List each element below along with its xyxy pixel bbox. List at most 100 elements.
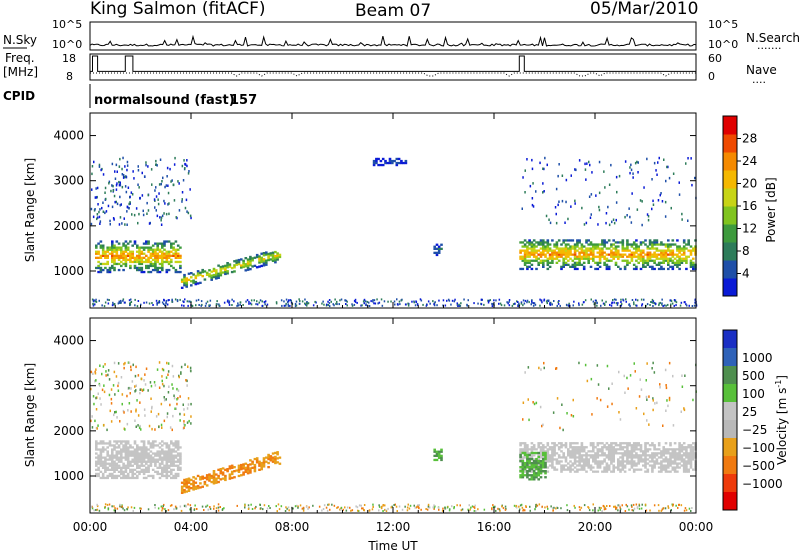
velocity-echo-cell bbox=[569, 444, 572, 447]
power-echo-cell bbox=[558, 200, 560, 203]
velocity-echo-cell bbox=[108, 456, 112, 459]
power-echo-cell bbox=[658, 304, 660, 307]
power-echo-cell bbox=[440, 247, 443, 250]
power-echo-cell bbox=[603, 251, 606, 254]
velocity-echo-cell bbox=[546, 452, 550, 455]
power-echo-cell bbox=[116, 182, 118, 185]
velocity-echo-cell bbox=[147, 468, 150, 471]
power-echo-cell bbox=[180, 278, 184, 281]
noise-right-tick-top: 10^5 bbox=[708, 18, 738, 31]
velocity-echo-cell bbox=[120, 452, 123, 455]
power-echo-cell bbox=[610, 163, 612, 167]
power-echo-cell bbox=[671, 267, 675, 271]
velocity-echo-cell bbox=[652, 397, 654, 400]
power-echo-cell bbox=[106, 260, 109, 264]
velocity-echo-cell bbox=[551, 450, 554, 453]
power-echo-cell bbox=[607, 239, 611, 242]
velocity-echo-cell bbox=[161, 458, 164, 461]
velocity-echo-cell bbox=[246, 468, 250, 471]
velocity-echo-cell bbox=[623, 460, 627, 463]
power-echo-cell bbox=[151, 183, 153, 186]
velocity-echo-cell bbox=[528, 456, 531, 459]
velocity-echo-cell bbox=[170, 472, 173, 476]
power-echo-cell bbox=[208, 273, 211, 276]
power-echo-cell bbox=[105, 197, 107, 201]
velocity-echo-cell bbox=[644, 450, 647, 453]
power-echo-cell bbox=[592, 300, 595, 303]
velocity-echo-cell bbox=[657, 442, 661, 445]
velocity-echo-cell bbox=[652, 361, 654, 365]
power-echo-cell bbox=[242, 263, 245, 266]
velocity-echo-cell bbox=[655, 452, 659, 455]
velocity-echo-cell bbox=[101, 476, 105, 480]
velocity-echo-cell bbox=[669, 444, 672, 447]
velocity-echo-cell bbox=[120, 472, 123, 476]
power-echo-cell bbox=[242, 261, 245, 264]
power-echo-cell bbox=[596, 304, 598, 307]
power-echo-cell bbox=[661, 302, 663, 305]
power-echo-cell bbox=[557, 174, 559, 178]
velocity-echo-cell bbox=[592, 448, 595, 451]
power-echo-cell bbox=[531, 167, 534, 171]
power-echo-cell bbox=[147, 266, 150, 270]
velocity-echo-cell bbox=[174, 454, 178, 457]
velocity-echo-cell bbox=[605, 454, 609, 457]
velocity-echo-cell bbox=[619, 462, 622, 465]
velocity-echo-cell bbox=[121, 505, 123, 508]
velocity-echo-cell bbox=[582, 462, 586, 465]
power-echo-cell bbox=[172, 248, 175, 251]
power-echo-cell bbox=[671, 261, 675, 264]
velocity-echo-cell bbox=[560, 460, 563, 463]
power-echo-cell bbox=[149, 262, 153, 266]
velocity-echo-cell bbox=[433, 507, 435, 510]
velocity-echo-cell bbox=[532, 459, 536, 463]
power-echo-cell bbox=[673, 299, 676, 301]
velocity-echo-cell bbox=[612, 464, 615, 467]
velocity-echo-cell bbox=[532, 444, 536, 447]
power-echo-cell bbox=[546, 243, 550, 246]
velocity-echo-cell bbox=[117, 466, 121, 469]
power-echo-cell bbox=[567, 217, 569, 221]
power-echo-cell bbox=[136, 266, 139, 270]
power-echo-cell bbox=[601, 247, 604, 250]
velocity-echo-cell bbox=[163, 470, 166, 473]
velocity-echo-cell bbox=[523, 456, 527, 459]
power-echo-cell bbox=[630, 255, 634, 258]
velocity-echo-cell bbox=[190, 422, 192, 425]
velocity-echo-cell bbox=[671, 468, 675, 471]
power-echo-cell bbox=[543, 190, 545, 193]
power-echo-cell bbox=[651, 253, 654, 256]
power-echo-cell bbox=[567, 255, 570, 258]
power-echo-cell bbox=[516, 300, 518, 303]
power-echo-cell bbox=[332, 303, 334, 306]
velocity-echo-cell bbox=[183, 489, 186, 492]
velocity-echo-cell bbox=[532, 472, 536, 475]
velocity-echo-cell bbox=[99, 450, 103, 453]
power-echo-cell bbox=[605, 265, 609, 268]
velocity-echo-cell bbox=[646, 398, 648, 401]
power-echo-cell bbox=[215, 303, 218, 306]
velocity-echo-cell bbox=[113, 413, 115, 417]
velocity-echo-cell bbox=[136, 476, 139, 480]
velocity-echo-cell bbox=[183, 478, 186, 482]
velocity-echo-cell bbox=[532, 461, 536, 465]
velocity-echo-cell bbox=[96, 505, 99, 508]
power-echo-cell bbox=[635, 239, 638, 242]
power-echo-cell bbox=[635, 265, 638, 268]
velocity-colorbar-block bbox=[723, 420, 737, 439]
power-echo-cell bbox=[480, 298, 483, 301]
power-echo-cell bbox=[661, 303, 663, 306]
power-echo-cell bbox=[671, 255, 675, 258]
velocity-echo-cell bbox=[526, 455, 529, 459]
velocity-echo-cell bbox=[614, 505, 616, 508]
velocity-echo-cell bbox=[221, 509, 224, 511]
power-echo-cell bbox=[177, 180, 179, 183]
power-echo-cell bbox=[662, 249, 665, 252]
velocity-echo-cell bbox=[151, 446, 155, 449]
power-echo-cell bbox=[685, 257, 688, 260]
velocity-echo-cell bbox=[664, 470, 668, 473]
velocity-echo-cell bbox=[520, 503, 523, 506]
velocity-echo-cell bbox=[655, 454, 659, 457]
velocity-echo-cell bbox=[113, 505, 115, 508]
power-echo-cell bbox=[101, 246, 105, 249]
